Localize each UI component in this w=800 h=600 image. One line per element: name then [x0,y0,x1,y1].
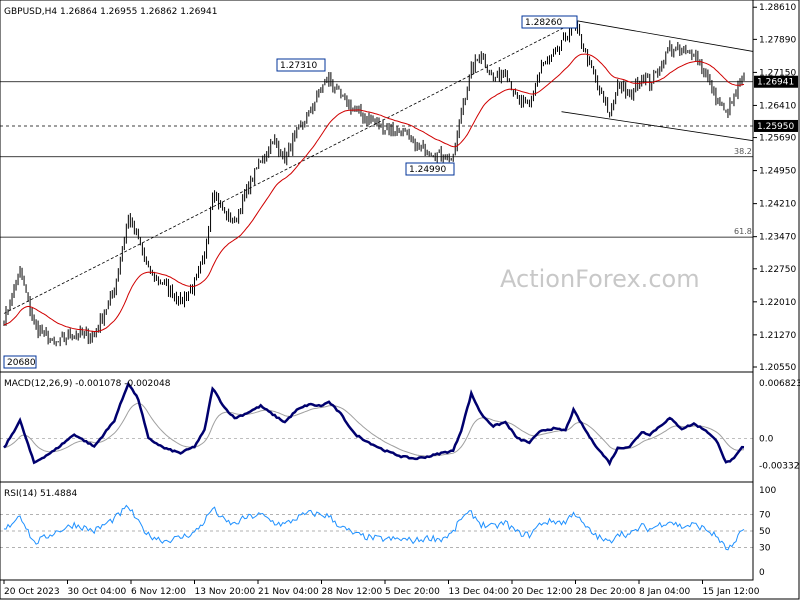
level-price-tag [754,119,798,132]
fibonacci-label: 61.8 [734,227,752,236]
time-tick-label: 13 Nov 20:00 [195,587,256,597]
time-tick-label: 20 Dec 12:00 [512,587,573,597]
price-panel-frame [0,0,754,373]
price-tick-label: 1.23470 [759,233,796,243]
rsi-line [3,504,745,551]
rsi-tick-label: 100 [759,486,776,496]
time-tick-label: 13 Dec 04:00 [449,587,510,597]
trend-lines [3,19,754,314]
level-price-tag-label: 1.26941 [757,78,794,88]
macd-tick-label: 0.0 [759,434,774,444]
level-price-tag [754,75,798,88]
annotation-box [521,15,578,29]
macd-signal-line [3,402,745,457]
price-tick-label: 1.22750 [759,265,796,275]
uptrend-line [3,22,574,314]
price-tick-label: 1.27890 [759,35,796,45]
macd-header: MACD(12,26,9) -0.001078 -0.002048 [4,379,171,389]
time-tick-label: 21 Nov 04:00 [258,587,319,597]
rsi-header: RSI(14) 51.4884 [4,489,77,499]
annotation-label: 1.27310 [280,61,317,71]
price-tick-label: 1.24210 [759,200,796,210]
time-tick-label: 20 Oct 2023 [4,587,60,597]
rsi-tick-label: 50 [759,527,771,537]
price-tick-label: 1.26410 [759,101,796,111]
level-price-tag-label: 1.25950 [757,122,794,132]
macd-main-line [3,381,745,467]
rsi-tick-label: 30 [759,543,771,553]
annotation-box [405,162,455,176]
channel-top-line [573,19,754,52]
time-tick-label: 6 Nov 12:00 [131,587,186,597]
watermark: ActionForex.com [500,265,700,293]
time-tick-label: 28 Dec 20:00 [576,587,637,597]
grid-layer [0,438,753,548]
horizontal-levels: 1.26941 1.25950 38.2 61.8 [0,75,798,238]
time-tick-label: 5 Dec 20:00 [385,587,440,597]
price-tick-label: 1.22010 [759,298,796,308]
price-tick-label: 1.25690 [759,134,796,144]
annotation-box [3,355,37,369]
price-bars [3,18,745,347]
annotation-label: 1.28260 [525,18,562,28]
price-tick-label: 1.24950 [759,167,796,177]
price-annotations: 1.28260 1.27310 1.24990 20680 [3,15,578,369]
time-tick-label: 8 Jan 04:00 [639,587,691,597]
time-tick-label: 30 Oct 04:00 [68,587,127,597]
time-tick-label: 28 Nov 12:00 [322,587,383,597]
price-tick-label: 1.28610 [759,3,796,13]
rsi-tick-label: 0 [759,568,765,578]
price-tick-label: 1.21270 [759,331,796,341]
moving-average-line [3,53,745,332]
annotation-label: 1.24990 [409,165,446,175]
axis-labels: 1.28610 1.27890 1.27150 1.26410 1.25690 1.249… [3,3,800,597]
price-header: GBPUSD,H4 1.26864 1.26955 1.26862 1.2694… [4,7,217,17]
rsi-panel-frame [0,481,754,581]
rsi-tick-label: 70 [759,511,771,521]
macd-tick-label: 0.006823 [759,379,800,389]
channel-bottom-line [561,111,754,142]
price-tick-label: 1.27150 [759,68,796,78]
annotation-box [276,58,326,72]
time-tick-label: 15 Jan 12:00 [703,587,760,597]
annotation-label: 20680 [7,358,36,368]
price-tick-label: 1.20550 [759,363,796,373]
fibonacci-label: 38.2 [734,147,752,156]
